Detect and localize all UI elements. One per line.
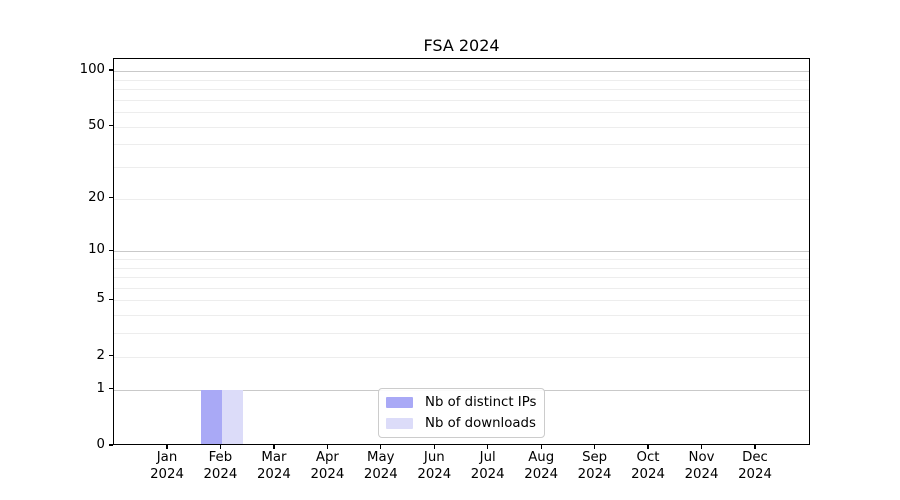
- y-gridline-minor: [114, 79, 809, 81]
- x-tick-label: Jun 2024: [417, 450, 452, 482]
- x-tick-mark: [380, 445, 382, 449]
- legend: Nb of distinct IPs Nb of downloads: [378, 388, 545, 438]
- x-tick-label: Sep 2024: [577, 450, 612, 482]
- y-tick-label: 10: [88, 242, 105, 258]
- x-tick-mark: [593, 445, 596, 449]
- x-tick-mark: [754, 445, 756, 449]
- x-tick-mark: [273, 445, 275, 449]
- x-tick-label: Jan 2024: [150, 450, 184, 482]
- x-tick-label: Oct 2024: [631, 450, 665, 482]
- y-tick-label: 50: [88, 117, 105, 133]
- x-tick-label: Dec 2024: [738, 450, 772, 482]
- y-tick-mark: [109, 249, 113, 251]
- y-gridline-minor: [114, 315, 809, 317]
- legend-label-distinct-ips: Nb of distinct IPs: [425, 395, 537, 410]
- x-tick-mark: [487, 445, 489, 449]
- y-tick-label: 0: [96, 437, 105, 452]
- legend-item-distinct-ips: Nb of distinct IPs: [386, 395, 544, 410]
- y-tick-mark: [109, 196, 113, 199]
- y-gridline-minor: [114, 167, 809, 168]
- x-tick-mark: [647, 445, 649, 449]
- legend-swatch-distinct-ips: [386, 397, 413, 408]
- x-tick-label: Aug 2024: [524, 450, 559, 482]
- x-tick-mark: [219, 445, 222, 449]
- y-tick-mark: [109, 355, 113, 357]
- y-tick-mark: [109, 69, 113, 71]
- bar-nb-of-downloads: [221, 389, 243, 445]
- y-tick-label: 20: [88, 189, 105, 205]
- x-tick-mark: [700, 445, 703, 449]
- chart-title: FSA 2024: [423, 36, 500, 55]
- y-tick-mark: [109, 124, 113, 127]
- y-tick-mark: [109, 298, 113, 301]
- x-tick-label: Mar 2024: [256, 450, 291, 482]
- y-tick-mark: [109, 444, 113, 446]
- y-gridline-minor: [114, 198, 809, 200]
- y-gridline-minor: [114, 277, 809, 278]
- y-tick-label: 100: [79, 62, 105, 77]
- y-tick-label: 2: [96, 347, 105, 363]
- y-tick-label: 1: [96, 380, 105, 396]
- x-tick-label: Feb 2024: [203, 450, 238, 482]
- y-gridline-minor: [114, 126, 809, 128]
- y-gridline-minor: [114, 144, 809, 146]
- y-gridline-minor: [114, 88, 809, 90]
- y-tick-label: 5: [96, 291, 105, 307]
- x-tick-label: Jul 2024: [470, 450, 505, 482]
- x-tick-label: Nov 2024: [684, 450, 719, 482]
- x-tick-mark: [540, 445, 542, 449]
- plot-area: [113, 58, 810, 445]
- x-tick-mark: [326, 445, 329, 449]
- x-tick-label: May 2024: [363, 450, 398, 482]
- y-tick-mark: [109, 388, 113, 390]
- bar-nb-of-distinct-ips: [200, 389, 222, 445]
- y-gridline-minor: [114, 112, 809, 113]
- y-gridline-minor: [114, 300, 809, 302]
- legend-item-downloads: Nb of downloads: [386, 416, 544, 431]
- y-gridline-major: [114, 251, 809, 253]
- y-gridline-minor: [114, 267, 809, 269]
- y-gridline-minor: [114, 287, 809, 289]
- y-gridline-minor: [114, 99, 809, 101]
- x-tick-label: Apr 2024: [310, 450, 345, 482]
- y-gridline-major: [114, 71, 809, 72]
- y-gridline-minor: [114, 356, 809, 358]
- legend-swatch-downloads: [386, 418, 413, 429]
- y-gridline-minor: [114, 333, 809, 335]
- legend-label-downloads: Nb of downloads: [425, 416, 536, 431]
- x-tick-mark: [433, 445, 435, 449]
- x-tick-mark: [166, 445, 168, 449]
- y-gridline-minor: [114, 258, 809, 260]
